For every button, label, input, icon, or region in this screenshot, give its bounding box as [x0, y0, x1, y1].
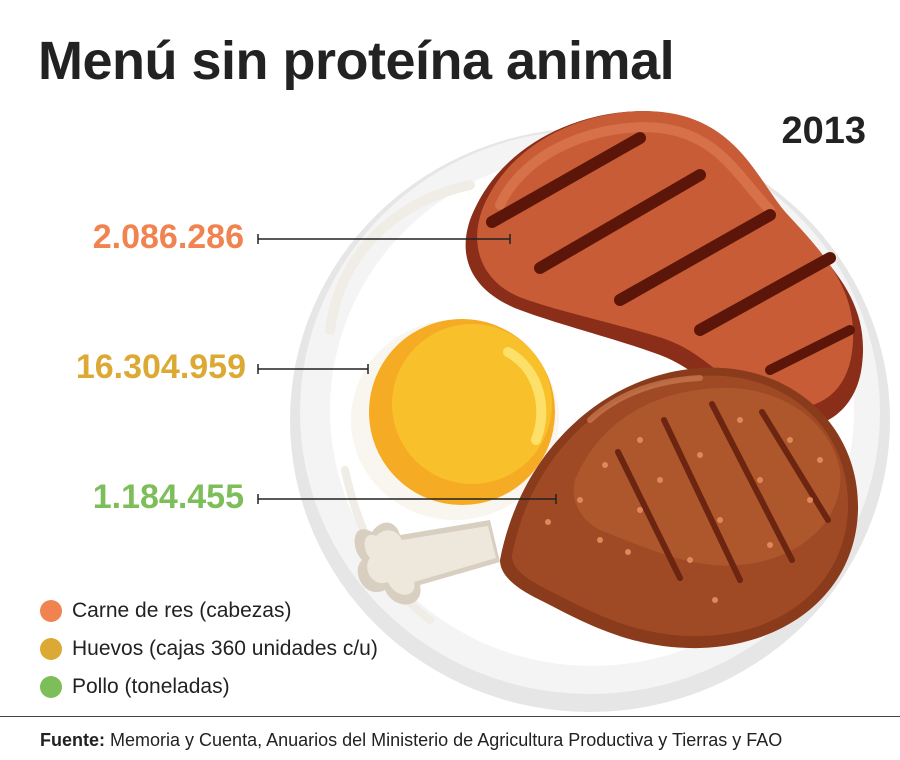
leader-line-eggs: [257, 364, 369, 374]
page-title: Menú sin proteína animal: [38, 31, 675, 91]
legend: Carne de res (cabezas) Huevos (cajas 360…: [40, 592, 378, 706]
legend-dot-chicken: [40, 676, 62, 698]
legend-label-eggs: Huevos (cajas 360 unidades c/u): [72, 637, 378, 660]
year-label: 2013: [781, 110, 866, 152]
legend-item-beef: Carne de res (cabezas): [40, 592, 378, 630]
legend-item-eggs: Huevos (cajas 360 unidades c/u): [40, 630, 378, 668]
chicken-leg-icon: [354, 367, 859, 649]
value-beef: 2.086.286: [92, 218, 244, 256]
legend-dot-beef: [40, 600, 62, 622]
egg-yolk-icon: [351, 319, 559, 520]
source-text: Memoria y Cuenta, Anuarios del Ministeri…: [110, 730, 783, 750]
value-chicken: 1.184.455: [92, 478, 244, 516]
leader-line-beef: [257, 234, 511, 244]
legend-label-chicken: Pollo (toneladas): [72, 675, 230, 698]
value-eggs: 16.304.959: [75, 348, 246, 386]
legend-label-beef: Carne de res (cabezas): [72, 599, 292, 622]
steak-icon: [465, 111, 864, 429]
food-illustration: [257, 111, 890, 712]
source-note: Fuente: Memoria y Cuenta, Anuarios del M…: [40, 730, 782, 751]
source-label: Fuente:: [40, 730, 105, 750]
legend-item-chicken: Pollo (toneladas): [40, 668, 378, 706]
legend-dot-eggs: [40, 638, 62, 660]
leader-line-chicken: [257, 494, 557, 504]
footer-divider: [0, 716, 900, 717]
